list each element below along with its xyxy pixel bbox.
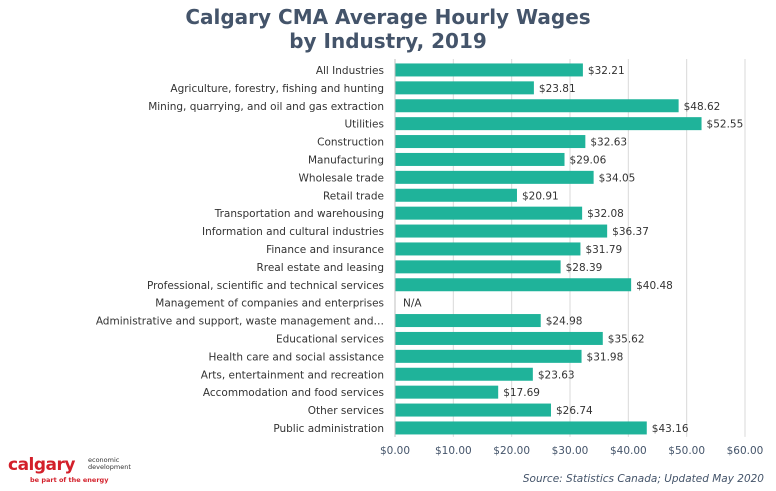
category-label: Health care and social assistance	[209, 351, 384, 363]
bar	[395, 206, 583, 220]
category-label: Arts, entertainment and recreation	[201, 369, 384, 381]
category-label: Professional, scientific and technical s…	[147, 280, 384, 292]
bar	[395, 63, 583, 77]
bar	[395, 331, 603, 345]
category-label: Transportation and warehousing	[214, 208, 384, 220]
x-tick-label: $0.00	[380, 445, 410, 457]
data-label: $32.08	[587, 208, 624, 220]
category-label: All Industries	[316, 65, 384, 77]
bar	[395, 403, 551, 417]
data-label: N/A	[403, 298, 422, 310]
category-label: Public administration	[273, 423, 384, 435]
category-label: Educational services	[276, 333, 384, 345]
data-label: $20.91	[522, 190, 559, 202]
category-label: Retail trade	[323, 190, 384, 202]
logo-wordmark: calgary	[8, 455, 75, 475]
x-tick-label: $60.00	[727, 445, 764, 457]
data-label: $26.74	[556, 405, 593, 417]
calgary-economic-development-logo: calgary economic development be part of …	[8, 455, 131, 484]
data-label: $35.62	[608, 333, 645, 345]
category-label: Administrative and support, waste manage…	[96, 316, 384, 328]
logo-side-text: economic development	[88, 457, 131, 471]
data-label: $31.79	[585, 244, 622, 256]
category-label: Rreal estate and leasing	[256, 262, 384, 274]
data-label: $29.06	[570, 154, 607, 166]
x-tick-label: $30.00	[552, 445, 589, 457]
category-label: Mining, quarrying, and oil and gas extra…	[148, 101, 384, 113]
bar	[395, 170, 594, 184]
data-label: $34.05	[599, 172, 636, 184]
data-label: $32.63	[590, 137, 627, 149]
bar	[395, 367, 533, 381]
category-label: Accommodation and food services	[203, 387, 384, 399]
bar	[395, 260, 561, 274]
bar	[395, 152, 565, 166]
data-label: $23.81	[539, 83, 576, 95]
x-tick-label: $20.00	[493, 445, 530, 457]
bar	[395, 135, 586, 149]
category-label: Agriculture, forestry, fishing and hunti…	[170, 83, 384, 95]
x-tick-label: $50.00	[668, 445, 705, 457]
bar	[395, 99, 679, 113]
data-label: $24.98	[546, 316, 583, 328]
bar	[395, 224, 608, 238]
bar	[395, 81, 534, 95]
logo-side-line-1: economic	[88, 456, 120, 464]
category-label: Management of companies and enterprises	[155, 298, 384, 310]
logo-side-line-2: development	[88, 463, 131, 471]
category-label: Wholesale trade	[299, 172, 384, 184]
category-label: Information and cultural industries	[202, 226, 384, 238]
chart-title-line-1: Calgary CMA Average Hourly Wages	[185, 5, 591, 29]
x-tick-label: $40.00	[610, 445, 647, 457]
x-tick-label: $10.00	[435, 445, 472, 457]
category-label: Construction	[317, 137, 384, 149]
category-label: Other services	[308, 405, 384, 417]
category-label: Finance and insurance	[266, 244, 384, 256]
data-label: $52.55	[707, 119, 744, 131]
chart-title-line-2: by Industry, 2019	[289, 29, 487, 53]
data-label: $43.16	[652, 423, 689, 435]
bar	[395, 242, 581, 256]
data-label: $28.39	[566, 262, 603, 274]
data-label: $32.21	[588, 65, 625, 77]
bar	[395, 349, 582, 363]
bar	[395, 117, 702, 131]
data-label: $36.37	[612, 226, 649, 238]
logo-tagline: be part of the energy	[30, 476, 109, 484]
bar	[395, 421, 647, 435]
bar	[395, 385, 499, 399]
source-note: Source: Statistics Canada; Updated May 2…	[522, 473, 764, 485]
data-label: $40.48	[636, 280, 673, 292]
category-label: Manufacturing	[308, 154, 384, 166]
bar	[395, 278, 632, 292]
data-label: $31.98	[587, 351, 624, 363]
category-label: Utilities	[344, 119, 384, 131]
bar	[395, 188, 517, 202]
bar	[395, 314, 541, 328]
data-label: $48.62	[684, 101, 721, 113]
data-label: $17.69	[503, 387, 540, 399]
data-label: $23.63	[538, 369, 575, 381]
